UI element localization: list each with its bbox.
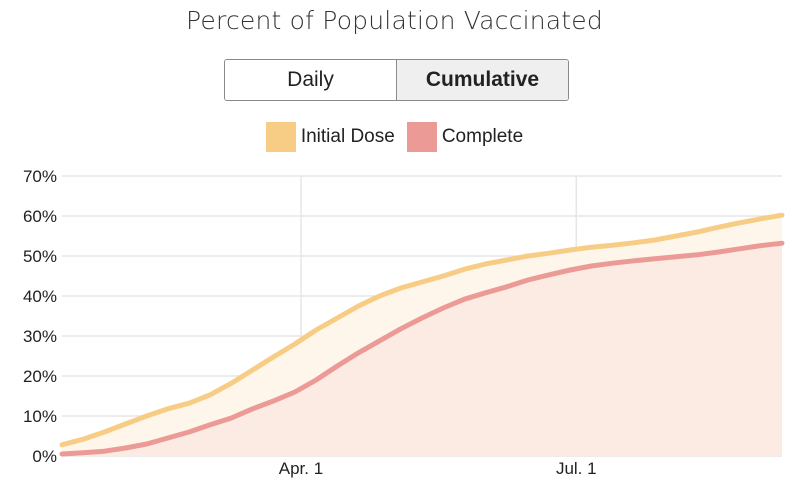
y-tick-label: 10% [23,407,57,426]
legend-item-initial-dose[interactable]: Initial Dose [265,122,395,152]
daily-toggle-button[interactable]: Daily [225,60,396,100]
series-areas [62,215,782,456]
legend-label-complete: Complete [441,126,524,147]
complete-line [59,240,785,457]
chart-title: Percent of Population Vaccinated [186,6,603,35]
chart-legend: Initial Dose Complete [0,122,789,152]
initial-dose-line [59,212,785,448]
legend-swatch-initial-dose [265,122,296,152]
cumulative-toggle-button[interactable]: Cumulative [396,60,568,100]
view-toggle: Daily Cumulative [224,59,569,101]
y-axis-tick-labels: 0% 10% 20% 30% 40% 50% 60% 70% [23,167,57,466]
series-lines [59,212,785,457]
x-axis-tick-labels: Apr. 1 Jul. 1 [279,459,597,478]
y-tick-label: 60% [23,207,57,226]
y-tick-label: 50% [23,247,57,266]
x-tick-label: Apr. 1 [279,459,323,478]
y-tick-label: 40% [23,287,57,306]
complete-area [62,243,782,456]
legend-swatch-complete [406,122,437,152]
legend-item-complete[interactable]: Complete [406,122,524,152]
y-tick-label: 20% [23,367,57,386]
y-tick-label: 30% [23,327,57,346]
y-tick-label: 70% [23,167,57,186]
x-tick-label: Jul. 1 [556,459,597,478]
y-tick-label: 0% [32,447,57,466]
legend-label-initial-dose: Initial Dose [300,126,395,147]
